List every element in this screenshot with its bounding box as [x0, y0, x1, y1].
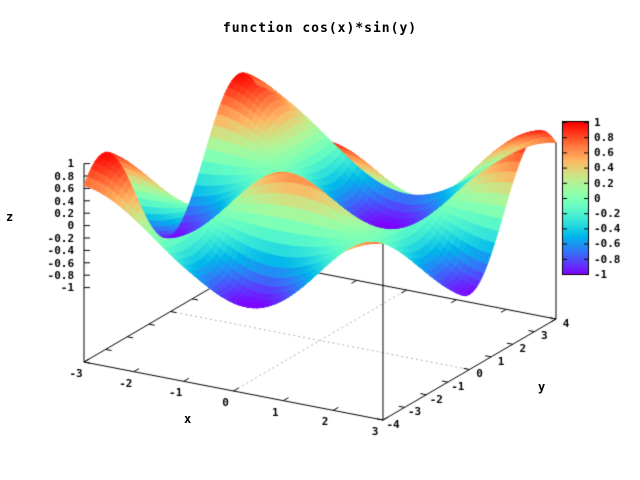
- x-axis-label: x: [184, 412, 192, 426]
- y-axis-label: y: [538, 380, 546, 394]
- plot-title: function cos(x)*sin(y): [222, 21, 418, 36]
- z-axis-label: z: [6, 210, 14, 224]
